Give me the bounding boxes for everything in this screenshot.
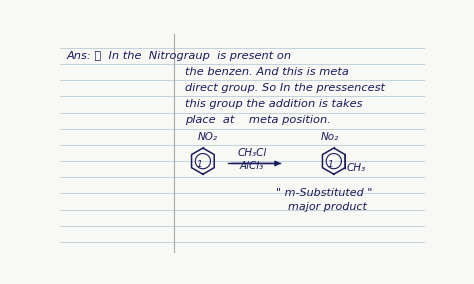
Text: " m-Substituted ": " m-Substituted ": [276, 188, 373, 198]
Text: place  at    meta position.: place at meta position.: [185, 115, 331, 126]
Text: the benzen. And this is meta: the benzen. And this is meta: [185, 67, 349, 77]
Text: this group the addition is takes: this group the addition is takes: [185, 99, 363, 109]
Text: 1: 1: [197, 160, 203, 169]
Text: major product: major product: [288, 202, 366, 212]
Text: NO₂: NO₂: [198, 132, 218, 142]
Text: direct group. So In the pressencest: direct group. So In the pressencest: [185, 83, 385, 93]
Text: CH₃Cl: CH₃Cl: [237, 148, 267, 158]
Text: CH₃: CH₃: [347, 163, 366, 173]
Text: Ans: ⓔ  In the  Nitrograup  is present on: Ans: ⓔ In the Nitrograup is present on: [66, 51, 292, 61]
Text: No₂: No₂: [321, 132, 339, 142]
Text: 1: 1: [328, 160, 334, 169]
Text: AlCl₃: AlCl₃: [239, 161, 264, 171]
